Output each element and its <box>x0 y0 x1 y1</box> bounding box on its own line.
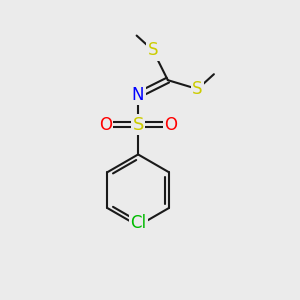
Text: S: S <box>132 116 144 134</box>
Text: Cl: Cl <box>130 214 146 232</box>
Text: N: N <box>132 86 144 104</box>
Text: O: O <box>164 116 177 134</box>
Text: O: O <box>99 116 112 134</box>
Text: S: S <box>192 80 203 98</box>
Text: S: S <box>148 41 158 59</box>
